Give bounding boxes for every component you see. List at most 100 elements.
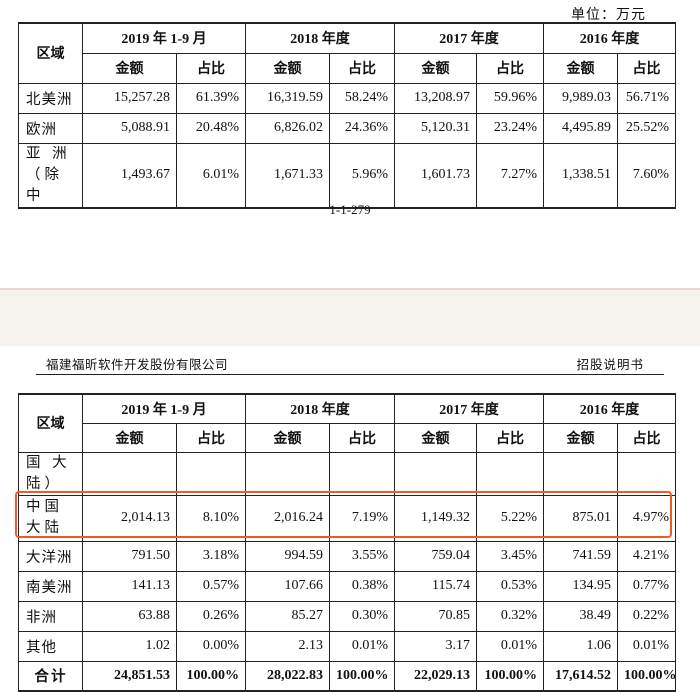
amount-cell: 107.66 — [245, 570, 331, 602]
amount-cell: 1.02 — [82, 630, 177, 662]
ratio-cell: 100.00% — [617, 660, 677, 692]
ratio-cell: 61.39% — [175, 82, 247, 114]
amount-cell: 9,989.03 — [543, 82, 619, 114]
ratio-cell — [329, 451, 396, 496]
ratio-cell: 0.22% — [617, 600, 677, 632]
amount-header: 金额 — [394, 52, 478, 84]
region-header: 区域 — [18, 22, 83, 84]
table-row: 其他 1.02 0.00% 2.13 0.01% 3.17 0.01% 1.06… — [18, 630, 677, 662]
ratio-cell: 59.96% — [476, 82, 545, 114]
period-header: 2019 年 1-9 月 — [81, 393, 247, 424]
amount-cell: 994.59 — [245, 540, 331, 572]
table-row: 大洋洲 791.50 3.18% 994.59 3.55% 759.04 3.4… — [18, 540, 677, 572]
table-row-highlighted: 中国大陆 2,014.13 8.10% 2,016.24 7.19% 1,149… — [18, 494, 677, 542]
period-header: 2019 年 1-9 月 — [81, 22, 247, 54]
ratio-cell: 20.48% — [175, 112, 247, 144]
ratio-cell: 24.36% — [329, 112, 396, 144]
ratio-cell — [476, 451, 545, 496]
region-header: 区域 — [18, 393, 83, 453]
ratio-cell: 100.00% — [175, 660, 247, 692]
amount-cell: 28,022.83 — [245, 660, 331, 692]
region-cell: 中国大陆 — [18, 494, 83, 542]
amount-header: 金额 — [82, 52, 177, 84]
ratio-cell: 0.01% — [617, 630, 677, 662]
amount-cell: 16,319.59 — [245, 82, 331, 114]
amount-cell: 741.59 — [543, 540, 619, 572]
ratio-cell: 7.27% — [476, 142, 545, 208]
ratio-header: 占比 — [476, 422, 545, 453]
amount-header: 金额 — [245, 422, 331, 453]
ratio-cell: 3.18% — [175, 540, 247, 572]
amount-cell: 2.13 — [245, 630, 331, 662]
table-row: 国 大陆） — [18, 451, 677, 496]
ratio-cell: 4.21% — [617, 540, 677, 572]
table-row: 北美洲 15,257.28 61.39% 16,319.59 58.24% 13… — [18, 82, 677, 114]
table-row: 非洲 63.88 0.26% 85.27 0.30% 70.85 0.32% 3… — [18, 600, 677, 632]
amount-cell — [245, 451, 331, 496]
ratio-cell: 5.96% — [329, 142, 396, 208]
ratio-cell: 7.60% — [617, 142, 677, 208]
amount-cell: 1,338.51 — [543, 142, 619, 208]
page-number: 1-1-279 — [329, 202, 371, 217]
amount-cell: 134.95 — [543, 570, 619, 602]
amount-cell: 24,851.53 — [82, 660, 177, 692]
ratio-cell: 25.52% — [617, 112, 677, 144]
ratio-cell: 100.00% — [329, 660, 396, 692]
amount-cell: 38.49 — [543, 600, 619, 632]
amount-cell: 3.17 — [394, 630, 478, 662]
region-cell: 大洋洲 — [18, 540, 83, 572]
amount-cell: 70.85 — [394, 600, 478, 632]
ratio-cell — [175, 451, 247, 496]
amount-cell: 2,016.24 — [245, 494, 331, 542]
ratio-cell: 0.00% — [175, 630, 247, 662]
ratio-cell — [617, 451, 677, 496]
period-header: 2016 年度 — [543, 393, 677, 424]
header-divider — [36, 374, 664, 375]
ratio-cell: 0.38% — [329, 570, 396, 602]
amount-cell — [394, 451, 478, 496]
page-gap — [0, 288, 700, 348]
region-cell: 北美洲 — [18, 82, 83, 114]
ratio-cell: 0.01% — [329, 630, 396, 662]
period-header: 2016 年度 — [543, 22, 677, 54]
ratio-cell: 0.30% — [329, 600, 396, 632]
ratio-header: 占比 — [329, 52, 396, 84]
ratio-header: 占比 — [476, 52, 545, 84]
ratio-cell: 3.45% — [476, 540, 545, 572]
amount-cell: 5,088.91 — [82, 112, 177, 144]
ratio-header: 占比 — [329, 422, 396, 453]
company-name: 福建福昕软件开发股份有限公司 — [46, 358, 229, 372]
period-header: 2018 年度 — [245, 393, 396, 424]
amount-cell: 6,826.02 — [245, 112, 331, 144]
total-row: 合计 24,851.53 100.00% 28,022.83 100.00% 2… — [18, 660, 677, 692]
amount-cell: 1,493.67 — [82, 142, 177, 208]
unit-label: 单位：万元 — [571, 8, 646, 23]
ratio-cell: 0.77% — [617, 570, 677, 602]
amount-header: 金额 — [543, 422, 619, 453]
amount-cell: 115.74 — [394, 570, 478, 602]
ratio-cell: 0.53% — [476, 570, 545, 602]
ratio-cell: 0.26% — [175, 600, 247, 632]
ratio-cell: 23.24% — [476, 112, 545, 144]
ratio-cell: 7.19% — [329, 494, 396, 542]
amount-cell: 141.13 — [82, 570, 177, 602]
revenue-by-region-table-bottom: 区域 2019 年 1-9 月 2018 年度 2017 年度 2016 年度 … — [18, 393, 677, 692]
region-cell: 南美洲 — [18, 570, 83, 602]
amount-cell: 13,208.97 — [394, 82, 478, 114]
ratio-header: 占比 — [617, 422, 677, 453]
table-row: 南美洲 141.13 0.57% 107.66 0.38% 115.74 0.5… — [18, 570, 677, 602]
region-cell: 亚 洲（除中 — [18, 142, 83, 208]
amount-cell: 875.01 — [543, 494, 619, 542]
region-cell: 欧洲 — [18, 112, 83, 144]
ratio-header: 占比 — [175, 52, 247, 84]
ratio-cell: 0.01% — [476, 630, 545, 662]
ratio-cell: 0.57% — [175, 570, 247, 602]
ratio-header: 占比 — [617, 52, 677, 84]
amount-cell: 2,014.13 — [82, 494, 177, 542]
amount-cell: 5,120.31 — [394, 112, 478, 144]
total-label: 合计 — [18, 660, 83, 692]
period-header: 2018 年度 — [245, 22, 396, 54]
ratio-cell: 3.55% — [329, 540, 396, 572]
ratio-header: 占比 — [175, 422, 247, 453]
amount-cell: 85.27 — [245, 600, 331, 632]
